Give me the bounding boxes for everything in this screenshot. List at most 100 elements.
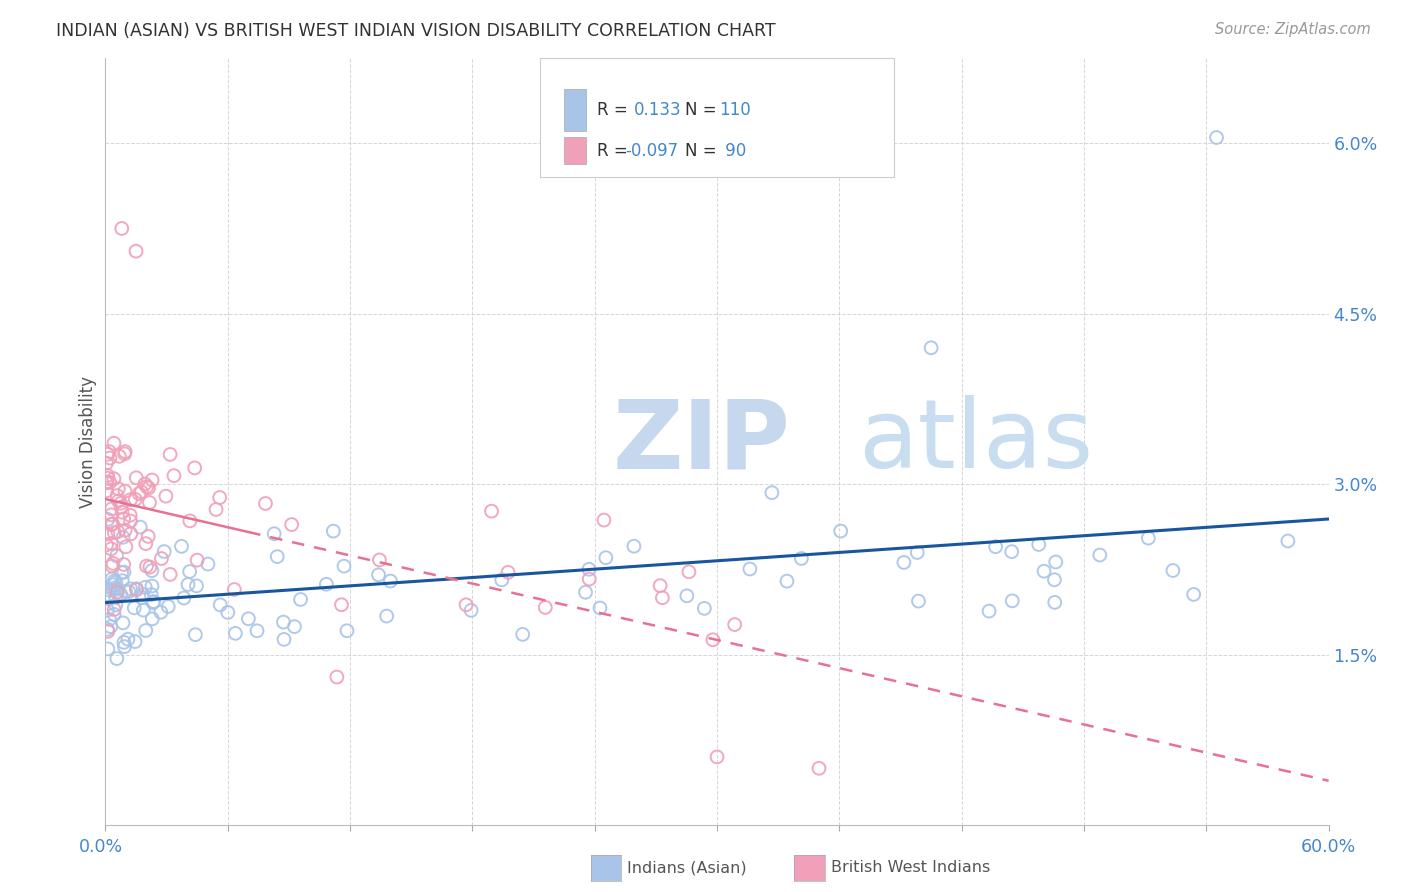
- Point: [108, 450, 131, 464]
- Point: [205, 502, 228, 516]
- Point: [678, 565, 700, 579]
- Point: [141, 564, 163, 578]
- Point: [595, 550, 617, 565]
- Point: [273, 632, 295, 647]
- Point: [103, 525, 125, 540]
- Point: [336, 624, 359, 638]
- Point: [790, 551, 813, 566]
- Point: [114, 584, 136, 599]
- Point: [100, 508, 122, 522]
- Point: [114, 484, 136, 499]
- Point: [170, 540, 193, 554]
- Point: [134, 477, 156, 491]
- Text: 110: 110: [720, 101, 751, 120]
- Point: [100, 517, 122, 532]
- Point: [724, 617, 747, 632]
- Point: [96, 475, 118, 490]
- Point: [96, 475, 118, 489]
- Point: [107, 494, 129, 508]
- Point: [96, 603, 118, 617]
- Point: [112, 565, 135, 579]
- Point: [97, 641, 120, 656]
- Point: [920, 341, 942, 355]
- Point: [183, 461, 205, 475]
- Point: [104, 598, 127, 612]
- Point: [155, 489, 177, 503]
- Point: [380, 574, 402, 588]
- Point: [224, 582, 246, 597]
- Point: [893, 556, 915, 570]
- Point: [330, 598, 353, 612]
- Point: [104, 591, 127, 605]
- Point: [333, 559, 356, 574]
- Point: [101, 516, 124, 531]
- Point: [1043, 595, 1066, 609]
- Point: [97, 527, 120, 541]
- Point: [114, 523, 136, 537]
- Point: [125, 582, 148, 596]
- Point: [209, 598, 232, 612]
- Point: [157, 599, 180, 614]
- FancyBboxPatch shape: [564, 88, 586, 131]
- Point: [110, 500, 132, 515]
- Point: [104, 575, 127, 590]
- Point: [578, 562, 600, 576]
- Point: [104, 581, 127, 595]
- Point: [326, 670, 349, 684]
- Point: [1205, 130, 1227, 145]
- Point: [456, 598, 478, 612]
- Point: [111, 505, 134, 519]
- Point: [208, 491, 231, 505]
- Point: [578, 572, 600, 586]
- Point: [103, 607, 125, 622]
- Point: [197, 557, 219, 571]
- Point: [101, 572, 124, 586]
- Point: [368, 553, 391, 567]
- Point: [107, 524, 129, 539]
- Point: [136, 529, 159, 543]
- Point: [110, 496, 132, 510]
- Point: [776, 574, 799, 588]
- Point: [112, 512, 135, 526]
- Point: [186, 579, 208, 593]
- FancyBboxPatch shape: [564, 137, 586, 164]
- Point: [651, 591, 673, 605]
- Point: [132, 588, 155, 602]
- Point: [110, 587, 132, 601]
- Point: [111, 615, 134, 630]
- Point: [101, 557, 124, 571]
- Point: [100, 619, 122, 633]
- Text: R =: R =: [598, 101, 633, 120]
- Point: [98, 612, 121, 626]
- Point: [367, 567, 389, 582]
- Point: [491, 573, 513, 587]
- Point: [96, 538, 118, 552]
- Point: [141, 473, 163, 487]
- Point: [283, 619, 305, 633]
- Point: [1137, 531, 1160, 545]
- Point: [112, 530, 135, 544]
- Point: [138, 495, 160, 509]
- Point: [150, 551, 173, 566]
- Point: [112, 635, 135, 649]
- Point: [650, 579, 672, 593]
- Point: [100, 502, 122, 516]
- Point: [1182, 587, 1205, 601]
- Point: [97, 471, 120, 485]
- Point: [120, 514, 142, 528]
- Text: 0.133: 0.133: [634, 101, 682, 120]
- Text: ZIP: ZIP: [613, 395, 792, 488]
- Point: [496, 566, 519, 580]
- Point: [184, 628, 207, 642]
- Point: [1001, 594, 1024, 608]
- Point: [96, 622, 118, 636]
- Point: [125, 244, 148, 259]
- Point: [96, 447, 118, 461]
- Point: [96, 468, 118, 483]
- Point: [120, 582, 142, 596]
- Text: Source: ZipAtlas.com: Source: ZipAtlas.com: [1215, 22, 1371, 37]
- Point: [105, 489, 128, 503]
- Point: [135, 559, 157, 574]
- Point: [375, 609, 398, 624]
- Point: [142, 596, 165, 610]
